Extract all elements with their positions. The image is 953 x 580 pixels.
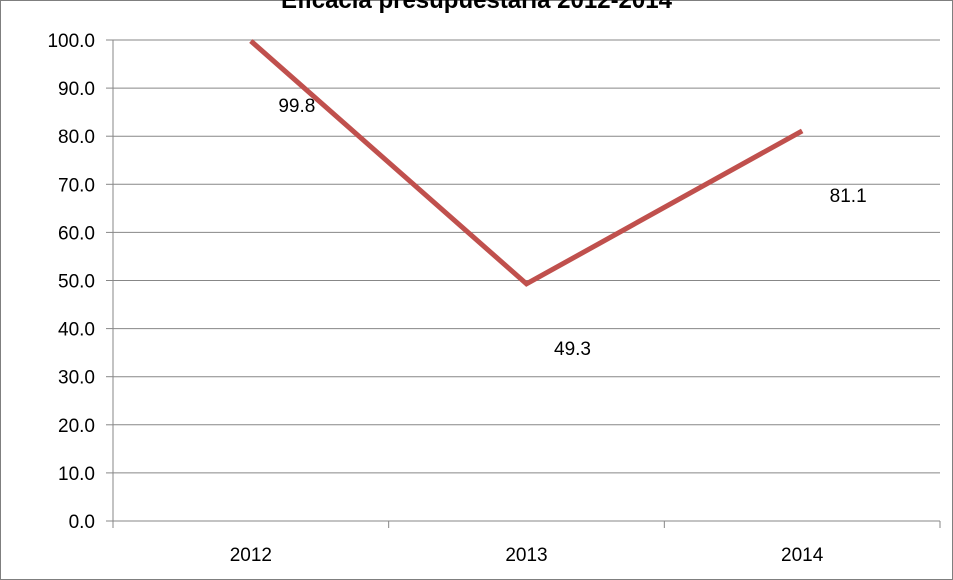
y-tick-label: 40.0 [58,320,95,341]
y-tick-label: 50.0 [58,272,95,293]
x-tick-label: 2014 [781,545,824,566]
data-labels: 99.8 49.3 81.1 [278,96,866,360]
x-tick-label: 2013 [505,545,547,566]
y-tick-label: 100.0 [47,31,95,52]
data-label: 99.8 [278,96,315,117]
series-line [251,41,802,284]
y-tick-label: 20.0 [58,416,95,437]
y-tick-label: 30.0 [58,368,95,389]
y-tick-label: 0.0 [69,512,95,533]
gridlines [113,40,940,473]
y-tick-label: 90.0 [58,79,95,100]
series [251,41,803,284]
y-tick-label: 10.0 [58,464,95,485]
y-tick-label: 70.0 [58,175,95,196]
x-tick-label: 2012 [230,545,272,566]
y-tick-label: 80.0 [58,127,95,148]
y-tick-label: 60.0 [58,223,95,244]
data-label: 49.3 [554,339,591,360]
tick-labels: 0.0 10.0 20.0 30.0 40.0 50.0 60.0 70.0 80.0 90.0 1… [47,31,823,566]
data-label: 81.1 [830,186,867,207]
